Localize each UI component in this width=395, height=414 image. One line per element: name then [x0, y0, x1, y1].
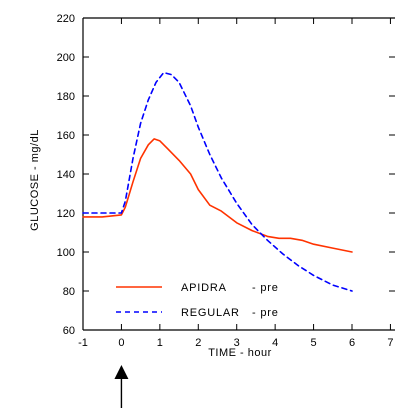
- legend-suffix-regular: - pre: [252, 307, 279, 319]
- legend-suffix-apidra: - pre: [252, 282, 279, 294]
- x-tick-label: 0: [118, 337, 124, 349]
- series-line-apidra: [82, 138, 353, 253]
- axes: [82, 17, 395, 331]
- x-tick-label: 4: [272, 337, 278, 349]
- x-tick-label: 2: [195, 337, 201, 349]
- y-tick-label: 80: [63, 286, 75, 298]
- y-tick-label: 100: [57, 247, 75, 259]
- legend-label-regular: REGULAR: [181, 307, 240, 319]
- x-tick-label: 3: [234, 337, 240, 349]
- x-axis-label: TIME - hour: [208, 347, 272, 359]
- y-tick-label: 60: [63, 325, 75, 337]
- legend: APIDRA - pre REGULAR - pre: [116, 282, 279, 319]
- x-tick-label: -1: [78, 337, 88, 349]
- y-tick-label: 180: [57, 91, 75, 103]
- y-tick-label: 120: [57, 208, 75, 220]
- dose-arrow-head: [114, 365, 129, 379]
- x-tick-label: 7: [387, 337, 393, 349]
- y-axis-label: GLUCOSE - mg/dL: [29, 129, 41, 231]
- y-tick-label: 200: [57, 52, 75, 64]
- y-tick-label: 140: [57, 169, 75, 181]
- legend-label-apidra: APIDRA: [181, 282, 227, 294]
- dose-arrow: [114, 365, 129, 408]
- y-tick-label: 160: [57, 130, 75, 142]
- x-tick-label: 6: [349, 337, 355, 349]
- ticks: 60 80 100 120 140 160 180 200 220 -1 0 1 2 3 4 5 6 7: [57, 13, 395, 349]
- y-tick-label: 220: [57, 13, 75, 25]
- series-lines: [82, 71, 353, 292]
- x-tick-label: 1: [157, 337, 163, 349]
- series-line-regular: [82, 71, 353, 292]
- x-tick-label: 5: [311, 337, 317, 349]
